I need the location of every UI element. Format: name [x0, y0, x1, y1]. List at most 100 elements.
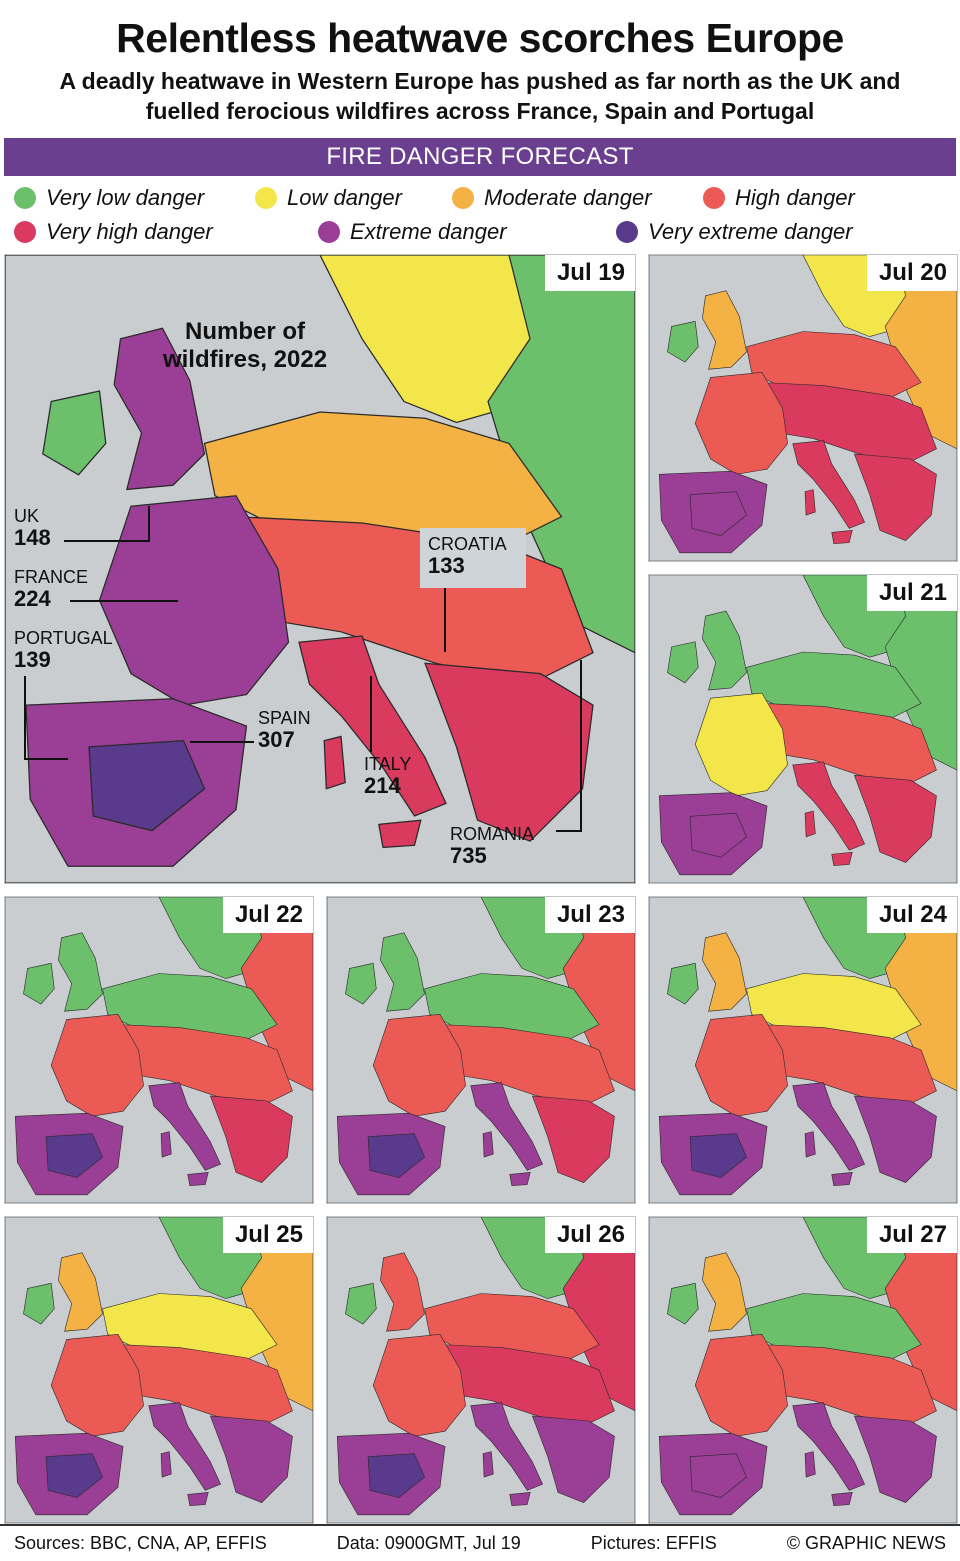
legend-swatch: [255, 187, 277, 209]
europe-map: [649, 575, 957, 883]
great-britain-region: [380, 1252, 425, 1332]
sardinia-region: [482, 1451, 494, 1478]
map-panel: Jul 22: [4, 896, 314, 1204]
map-panel: Jul 27: [648, 1216, 958, 1524]
legend-item-moderate: Moderate danger: [452, 182, 652, 214]
country-name: CROATIA: [428, 534, 507, 554]
balkans-region: [531, 1095, 615, 1183]
ireland-region: [667, 641, 699, 684]
balkans-region: [853, 1095, 937, 1183]
country-label-uk: UK 148: [14, 506, 51, 550]
central-europe-region: [117, 1024, 293, 1107]
legend-label: Very extreme danger: [648, 219, 853, 244]
italy-region: [298, 635, 447, 817]
wildfire-count: 307: [258, 727, 295, 752]
wildfire-count: 148: [14, 525, 51, 550]
map-panel: Jul 26: [326, 1216, 636, 1524]
france-region: [50, 1333, 144, 1437]
ireland-region: [23, 962, 55, 1005]
leader-line: [580, 660, 582, 832]
northern-europe-region: [424, 1293, 600, 1361]
panel-date: Jul 20: [866, 255, 957, 291]
country-label-france: FRANCE 224: [14, 567, 88, 611]
italy-region: [792, 1402, 866, 1491]
section-banner: FIRE DANGER FORECAST: [4, 138, 956, 176]
country-label-spain: SPAIN 307: [258, 708, 311, 752]
country-label-italy: ITALY 214: [364, 754, 411, 798]
northern-europe-region: [746, 331, 922, 399]
balkans-region: [853, 774, 937, 863]
iberia-core-region: [45, 1133, 103, 1178]
map-panel: Jul 25: [4, 1216, 314, 1524]
sardinia-region: [482, 1131, 494, 1158]
northern-europe-region: [102, 973, 278, 1041]
panel-date: Jul 22: [222, 897, 313, 933]
iberia-core-region: [689, 491, 747, 536]
france-region: [694, 1333, 788, 1437]
sardinia-region: [323, 735, 346, 790]
sicily-region: [509, 1172, 531, 1186]
legend-label: Extreme danger: [350, 219, 507, 244]
country-name: SPAIN: [258, 708, 311, 728]
legend-label: Low danger: [287, 185, 402, 210]
france-region: [694, 1013, 788, 1117]
ireland-region: [345, 1282, 377, 1325]
panel-date: Jul 27: [866, 1217, 957, 1253]
northern-europe-region: [203, 411, 563, 549]
legend-item-very-extreme: Very extreme danger: [616, 216, 853, 248]
legend-swatch: [452, 187, 474, 209]
sicily-region: [831, 1492, 853, 1506]
great-britain-region: [380, 932, 425, 1012]
balkans-region: [531, 1415, 615, 1503]
wildfire-count: 133: [428, 553, 465, 578]
france-region: [694, 692, 788, 797]
great-britain-region: [58, 1252, 103, 1332]
footer-sources: Sources: BBC, CNA, AP, EFFIS: [14, 1533, 267, 1553]
europe-map: [649, 255, 957, 561]
sardinia-region: [160, 1451, 172, 1478]
europe-map: [5, 897, 313, 1203]
country-name: UK: [14, 506, 40, 526]
great-britain-region: [702, 1252, 747, 1332]
croatia-text: CROATIA 133: [428, 534, 526, 578]
footer-data: Data: 0900GMT, Jul 19: [336, 1533, 521, 1553]
iberia-core-region: [689, 1453, 747, 1498]
balkans-region: [424, 662, 594, 842]
leader-line: [190, 741, 254, 743]
map-panel: Jul 21: [648, 574, 958, 884]
country-label-croatia: CROATIA 133: [420, 528, 526, 588]
sardinia-region: [804, 489, 816, 516]
northern-europe-region: [746, 973, 922, 1041]
legend-item-low: Low danger: [255, 182, 402, 214]
wildfire-count: 214: [364, 773, 401, 798]
legend-swatch: [14, 221, 36, 243]
balkans-region: [209, 1415, 293, 1503]
legend-item-extreme: Extreme danger: [318, 216, 507, 248]
sicily-region: [831, 1172, 853, 1186]
legend-label: Very high danger: [46, 219, 213, 244]
leader-line: [148, 506, 150, 542]
france-region: [50, 1013, 144, 1117]
legend-swatch: [14, 187, 36, 209]
leader-line: [444, 588, 446, 652]
northern-europe-region: [102, 1293, 278, 1361]
legend-item-high: High danger: [703, 182, 855, 214]
legend-item-very-low: Very low danger: [14, 182, 204, 214]
legend-swatch: [703, 187, 725, 209]
panel-date: Jul 23: [544, 897, 635, 933]
great-britain-region: [702, 290, 747, 370]
central-europe-region: [439, 1344, 615, 1427]
ireland-region: [667, 962, 699, 1005]
ireland-region: [667, 1282, 699, 1325]
northern-europe-region: [746, 651, 922, 720]
balkans-region: [853, 453, 937, 541]
central-europe-region: [761, 703, 937, 786]
france-region: [372, 1013, 466, 1117]
central-europe-region: [761, 1024, 937, 1107]
europe-map: [5, 1217, 313, 1523]
panel-date: Jul 19: [544, 255, 635, 291]
great-britain-region: [58, 932, 103, 1012]
iberia-core-region: [689, 812, 747, 858]
sardinia-region: [804, 1131, 816, 1158]
italy-region: [148, 1402, 222, 1491]
